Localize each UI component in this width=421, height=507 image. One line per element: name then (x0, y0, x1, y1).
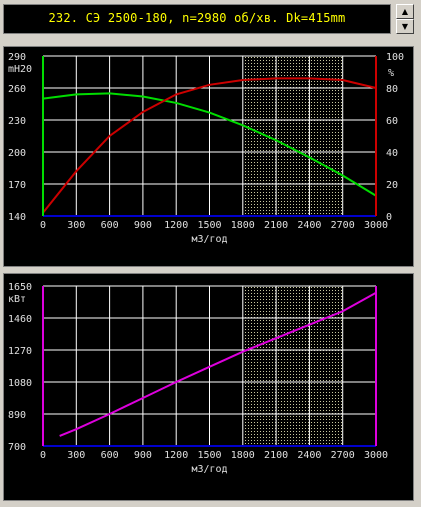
y-tick-label: 230 (8, 116, 26, 127)
x-tick-label: 2400 (297, 450, 321, 461)
y-tick-label: 1080 (8, 378, 32, 389)
scroll-up-icon[interactable]: ▲ (396, 4, 414, 19)
x-tick-label: 300 (67, 220, 85, 231)
series-line-0 (59, 291, 377, 437)
x-tick-label: 0 (40, 450, 46, 461)
y-tick-label: 170 (8, 180, 26, 191)
power-chart: 0 300 600 900 1200 1500 1800 2100 2400 2700 3000 70… (8, 282, 388, 475)
x-tick-label: 1200 (164, 220, 188, 231)
x-tick-label: 1500 (197, 220, 221, 231)
y-right-tick-label: 100 (386, 52, 404, 63)
y-tick-label: 1270 (8, 346, 32, 357)
y-right-tick-label: 20 (386, 180, 398, 191)
title-scrollbar[interactable]: ▲ ▼ (396, 4, 414, 34)
chart-title: 232. СЭ 2500-180, n=2980 об/хв. Dk=415mm (48, 11, 346, 25)
y-right-axis-label: % (388, 68, 394, 79)
y-tick-label: 140 (8, 212, 26, 223)
operating-range-highlight (242, 56, 343, 216)
x-tick-label: 2100 (264, 220, 288, 231)
x-tick-label: 3000 (364, 220, 388, 231)
x-tick-label: 1800 (231, 220, 255, 231)
y-axis-label: кВт (8, 294, 26, 305)
title-box: 232. СЭ 2500-180, n=2980 об/хв. Dk=415mm (3, 4, 391, 34)
y-tick-label: 1460 (8, 314, 32, 325)
y-tick-label: 1650 (8, 282, 32, 293)
y-right-tick-label: 80 (386, 84, 398, 95)
y-tick-label: 700 (8, 442, 26, 453)
x-tick-label: 1200 (164, 450, 188, 461)
power-chart-panel: 0 300 600 900 1200 1500 1800 2100 2400 2700 3000 70… (3, 273, 414, 501)
series-line-0 (42, 92, 377, 197)
x-axis-label: м3/год (191, 234, 227, 245)
y-tick-label: 290 (8, 52, 26, 63)
y-axis-label: mH20 (8, 64, 32, 75)
series-line-1 (42, 77, 377, 214)
y-tick-label: 200 (8, 148, 26, 159)
y-tick-label: 890 (8, 410, 26, 421)
x-tick-label: 600 (101, 220, 119, 231)
x-tick-label: 900 (134, 220, 152, 231)
x-tick-label: 3000 (364, 450, 388, 461)
x-tick-label: 2100 (264, 450, 288, 461)
head-efficiency-chart: 0 300 600 900 1200 1500 1800 2100 2400 2700 300014… (8, 52, 404, 245)
x-tick-label: 900 (134, 450, 152, 461)
x-axis-label: м3/год (191, 464, 227, 475)
x-tick-label: 1500 (197, 450, 221, 461)
scroll-down-icon[interactable]: ▼ (396, 19, 414, 34)
y-right-tick-label: 60 (386, 116, 398, 127)
x-tick-label: 1800 (231, 450, 255, 461)
y-tick-label: 260 (8, 84, 26, 95)
x-tick-label: 2400 (297, 220, 321, 231)
x-tick-label: 600 (101, 450, 119, 461)
head-efficiency-chart-panel: 0 300 600 900 1200 1500 1800 2100 2400 2700 3000 14… (3, 46, 414, 267)
y-right-tick-label: 0 (386, 212, 392, 223)
x-tick-label: 2700 (331, 450, 355, 461)
x-tick-label: 0 (40, 220, 46, 231)
operating-range-highlight (242, 286, 343, 446)
y-right-tick-label: 40 (386, 148, 398, 159)
x-tick-label: 300 (67, 450, 85, 461)
x-tick-label: 2700 (331, 220, 355, 231)
